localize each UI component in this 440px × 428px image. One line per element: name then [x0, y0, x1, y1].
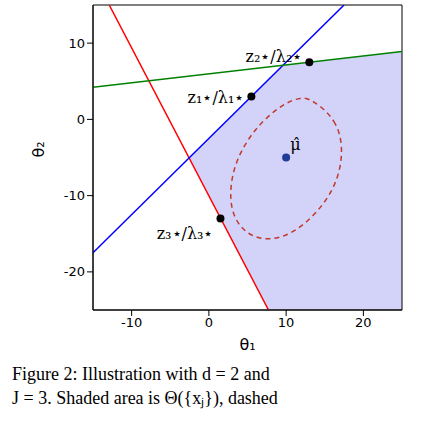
svg-text:-10: -10	[64, 188, 85, 203]
svg-text:10: 10	[278, 315, 295, 330]
svg-text:-10: -10	[121, 315, 142, 330]
svg-text:θ₁: θ₁	[239, 335, 255, 354]
svg-text:z₂⋆/λ₂⋆: z₂⋆/λ₂⋆	[246, 47, 303, 66]
svg-text:0: 0	[77, 112, 85, 127]
svg-text:μ̂: μ̂	[290, 135, 300, 154]
svg-text:z₁⋆/λ₁⋆: z₁⋆/λ₁⋆	[188, 88, 245, 107]
html-text:Figure 2: Illustration with d: Figure 2: Illustration with d = 2 and	[12, 364, 270, 384]
svg-text:0: 0	[205, 315, 213, 330]
svg-text:-20: -20	[64, 264, 85, 279]
svg-text:z₃⋆/λ₃⋆: z₃⋆/λ₃⋆	[157, 224, 214, 243]
svg-text:10: 10	[68, 36, 85, 51]
html-text:J = 3. Shaded area is Θ({xⱼ}),: J = 3. Shaded area is Θ({xⱼ}), dashed	[12, 388, 278, 408]
svg-text:20: 20	[355, 315, 372, 330]
svg-text:θ₂: θ₂	[29, 141, 48, 157]
